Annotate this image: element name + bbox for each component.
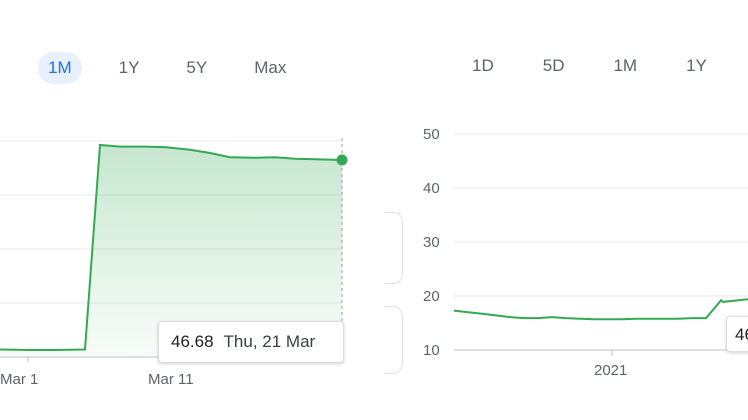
price-tooltip-right: 46 — [726, 316, 748, 352]
area-fill — [0, 145, 342, 357]
price-tooltip: 46.68 Thu, 21 Mar — [158, 321, 344, 363]
right-range-tabs: 1D 5D 1M 1Y — [462, 50, 746, 82]
series-line-right — [453, 298, 748, 321]
card-fragment-bottom — [384, 306, 403, 374]
y-tick-label-50: 50 — [423, 126, 440, 143]
series-line — [0, 143, 343, 351]
current-point-marker[interactable] — [336, 154, 348, 166]
tab-max[interactable]: Max — [254, 58, 287, 77]
tab-1m[interactable]: 1M — [38, 52, 82, 84]
y-tick-label-10: 10 — [423, 342, 440, 359]
tooltip-value-right: 46 — [735, 325, 748, 344]
tooltip-value: 46.68 — [171, 332, 214, 351]
tooltip-date: Thu, 21 Mar — [223, 332, 316, 351]
x-tick-label-mar1: Mar 1 — [0, 371, 39, 388]
tab-1y[interactable]: 1Y — [118, 58, 140, 77]
tab-1m-right[interactable]: 1M — [613, 56, 638, 75]
card-fragment-top — [384, 212, 403, 284]
tab-1d[interactable]: 1D — [472, 56, 494, 75]
y-tick-label-20: 20 — [423, 288, 440, 305]
x-tick-label-2021: 2021 — [594, 362, 628, 379]
y-tick-label-40: 40 — [423, 180, 440, 197]
tab-1y-right[interactable]: 1Y — [686, 56, 707, 75]
tab-5d[interactable]: 5D — [542, 56, 565, 75]
y-tick-label-30: 30 — [423, 234, 440, 251]
left-range-tabs: 1M 1Y 5Y Max — [38, 52, 323, 84]
x-tick-label-mar11: Mar 11 — [148, 371, 194, 388]
tab-5y[interactable]: 5Y — [186, 58, 208, 77]
